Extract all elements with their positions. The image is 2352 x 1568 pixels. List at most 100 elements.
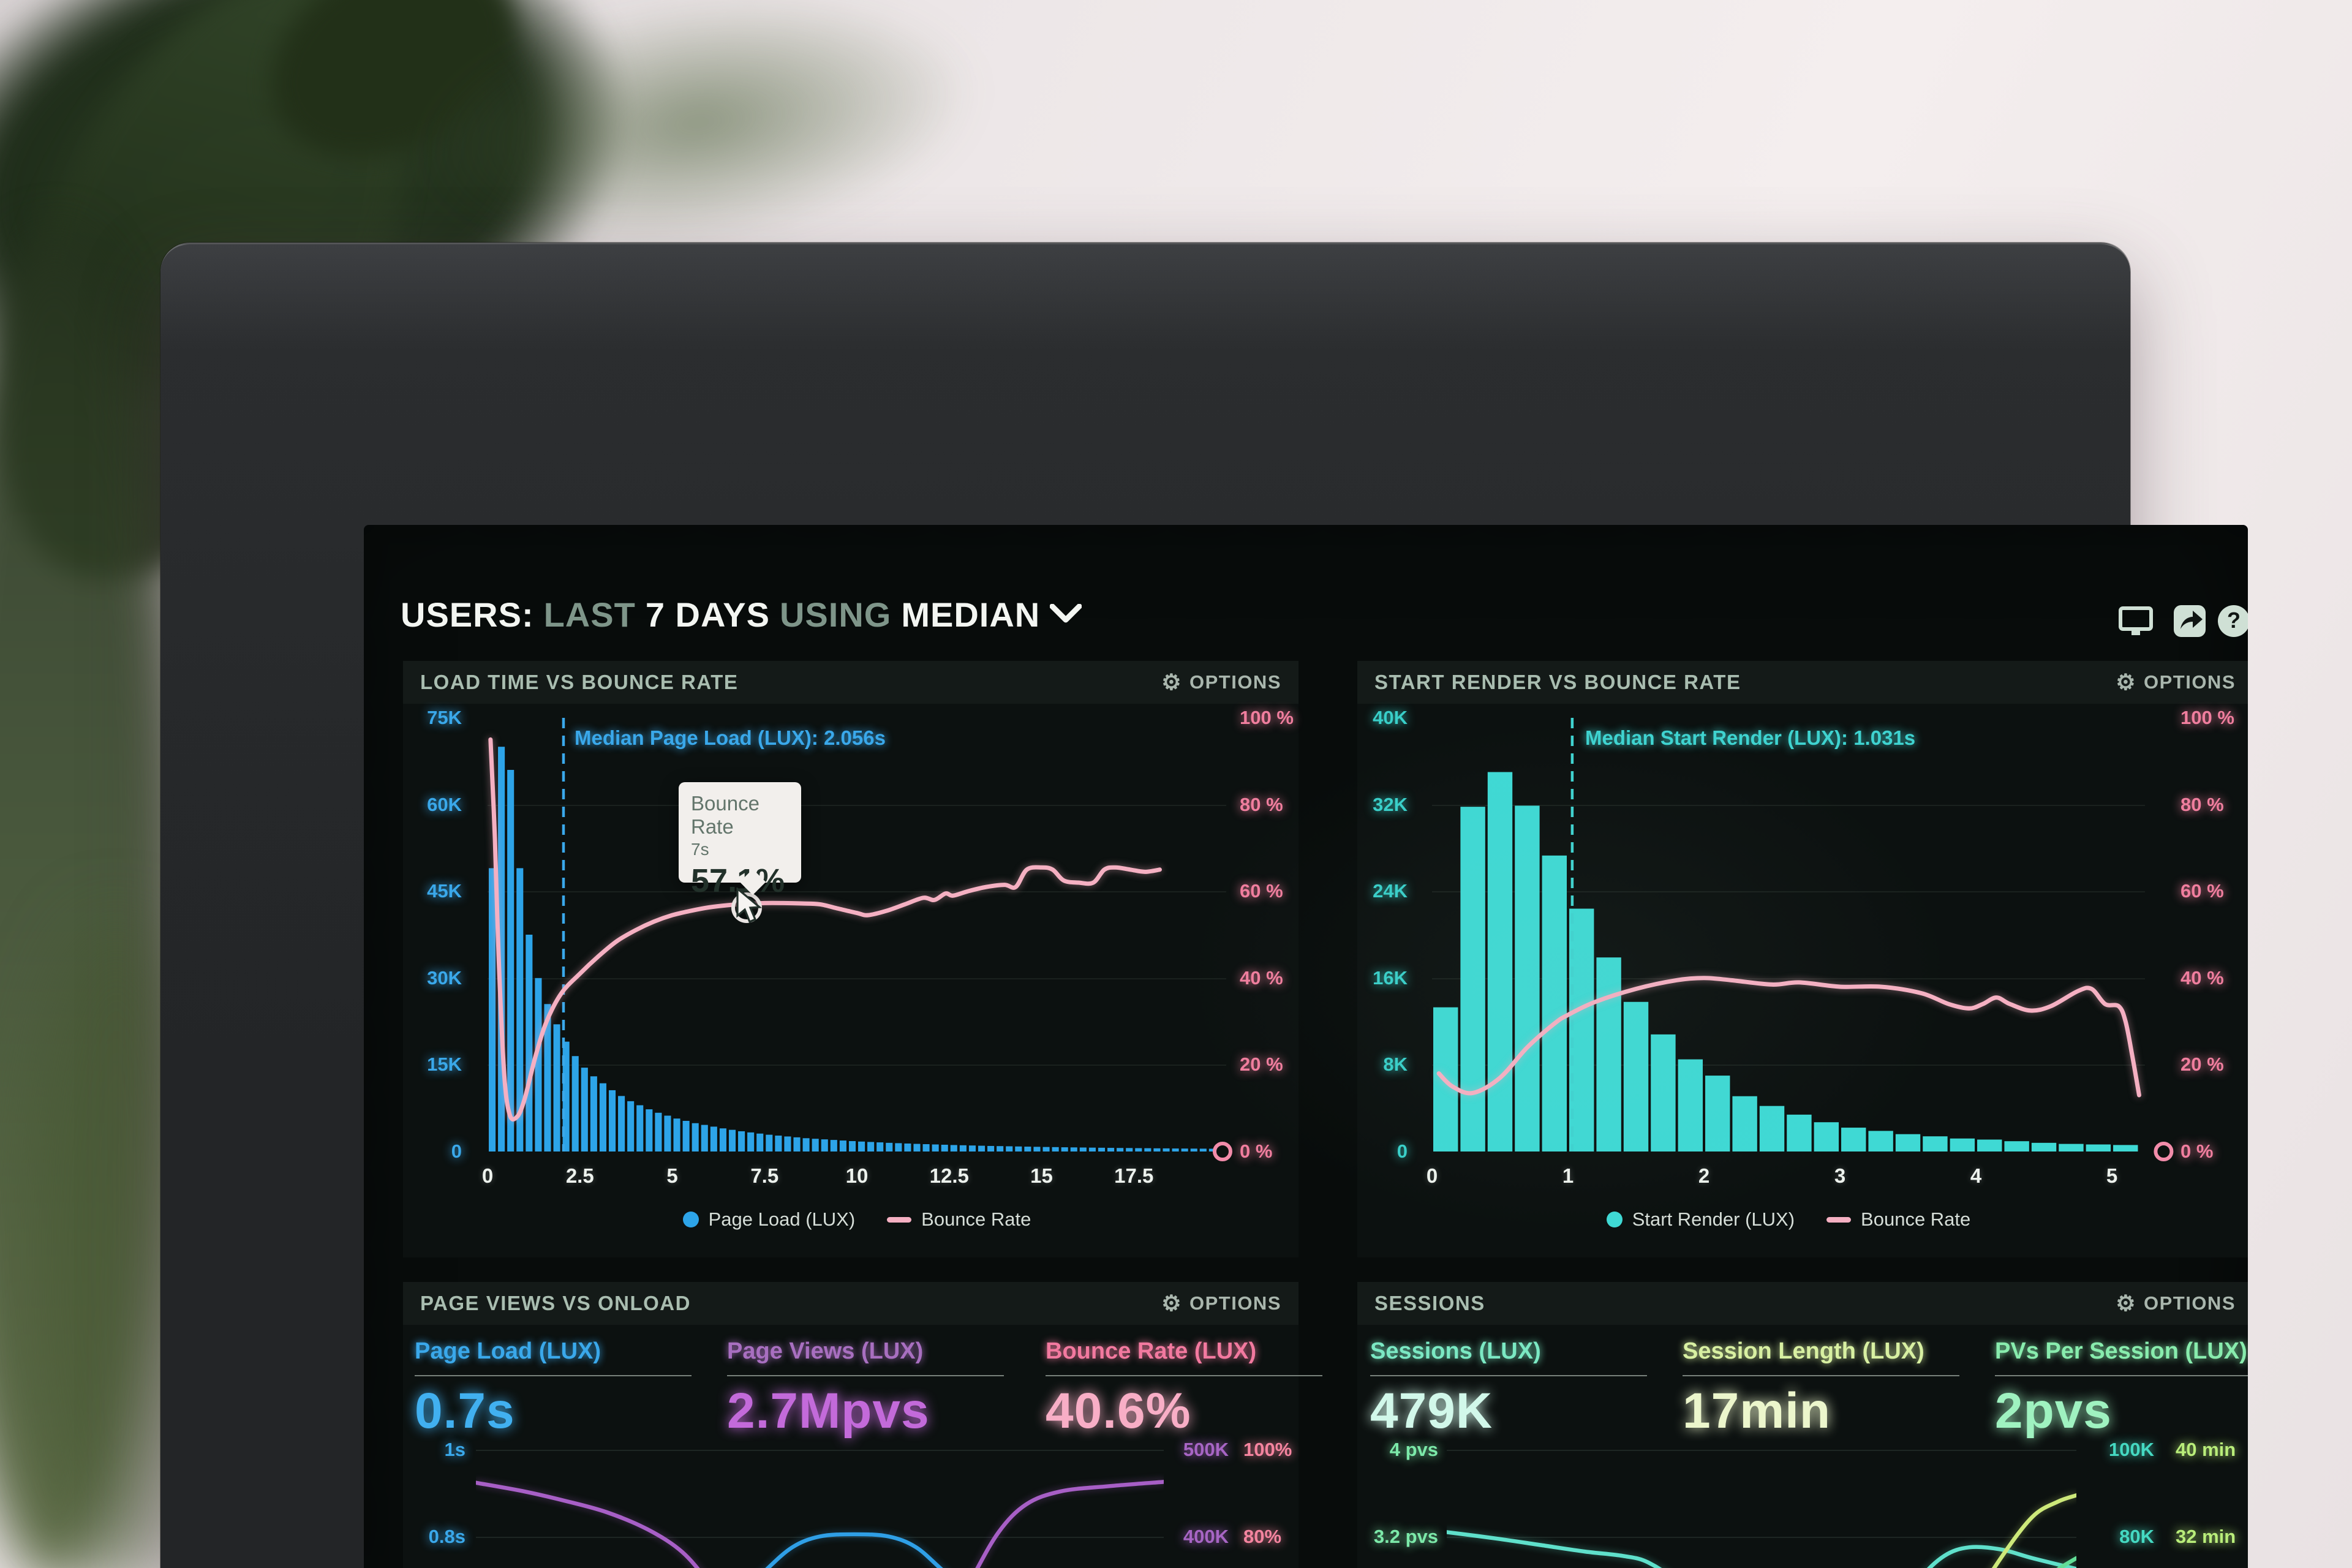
y-axis-label: 100 %: [2180, 707, 2234, 728]
metric-value: 479K: [1370, 1383, 1493, 1439]
y-axis-label: 40 %: [2180, 967, 2224, 989]
gridline: [1432, 804, 2145, 806]
pageviews_onload-chart-canvas[interactable]: [476, 1450, 1164, 1568]
chart-tooltip: Bounce Rate 7s 57.1%: [679, 782, 801, 899]
gear-icon: ⚙: [1161, 669, 1182, 695]
x-axis-label: 0: [481, 1164, 494, 1187]
gridline: [488, 891, 1226, 893]
tooltip-series: Bounce Rate: [691, 792, 760, 838]
metric-label: Page Views (LUX): [727, 1338, 924, 1364]
options-button[interactable]: ⚙ OPTIONS: [1161, 1291, 1281, 1316]
metric-rule: [1995, 1375, 2248, 1376]
svg-text:?: ?: [2227, 608, 2241, 633]
panel-header-sessions: SESSIONS ⚙ OPTIONS: [1357, 1282, 2248, 1325]
panel-title: SESSIONS: [1374, 1292, 1485, 1314]
title-last: LAST: [543, 595, 636, 634]
title-7days: 7 DAYS: [645, 595, 770, 634]
panel-title: START RENDER VS BOUNCE RATE: [1374, 671, 1741, 693]
gridline: [1432, 978, 2145, 979]
legend-label: Bounce Rate: [921, 1208, 1031, 1230]
gridline: [1432, 1065, 2145, 1066]
y-axis-label: 100 %: [1240, 707, 1294, 728]
sessions-chart-canvas[interactable]: [1447, 1450, 2076, 1568]
help-icon[interactable]: ?: [2216, 603, 2248, 639]
legend-item[interactable]: Page Load (LUX): [682, 1208, 855, 1231]
y-axis-label: 500K: [1183, 1439, 1229, 1460]
metric-rule: [1683, 1375, 1959, 1376]
gridline: [1432, 891, 2145, 893]
laptop: USERS: LAST 7 DAYS USING MEDIAN ?: [160, 243, 2248, 1568]
gridline: [488, 978, 1226, 979]
y-axis-label: 80K: [2119, 1525, 2154, 1547]
title-users: USERS:: [401, 595, 534, 634]
metric-label: Bounce Rate (LUX): [1046, 1338, 1257, 1364]
y-axis-label: 80%: [1243, 1525, 1282, 1547]
legend-dash-marker: [1826, 1216, 1852, 1223]
laptop-screen: USERS: LAST 7 DAYS USING MEDIAN ?: [364, 525, 2248, 1568]
y-axis-label: 16K: [1373, 967, 1408, 989]
gridline: [488, 804, 1226, 806]
y-axis-label: 40 min: [2176, 1439, 2236, 1460]
tooltip-x-value: 7s: [691, 840, 709, 859]
y-axis-label: 24K: [1373, 880, 1408, 902]
x-axis-label: 0: [1426, 1164, 1438, 1187]
y-axis-label: 100K: [2108, 1439, 2154, 1460]
plant-leaf: [402, 0, 995, 284]
panel-title: LOAD TIME VS BOUNCE RATE: [420, 671, 739, 693]
x-axis-label: 2: [1698, 1164, 1710, 1187]
metric-label: Session Length (LUX): [1683, 1338, 1924, 1364]
legend-item[interactable]: Bounce Rate: [887, 1208, 1031, 1231]
y-axis-label: 8K: [1383, 1054, 1408, 1076]
options-button[interactable]: ⚙ OPTIONS: [2116, 669, 2236, 695]
y-axis-label: 3.2 pvs: [1373, 1525, 1438, 1547]
y-axis-label: 4 pvs: [1389, 1439, 1438, 1460]
legend-dot-marker: [682, 1212, 699, 1227]
legend-dash-marker: [887, 1216, 912, 1223]
x-axis-label: 15: [1030, 1164, 1053, 1187]
display-icon[interactable]: [2118, 603, 2154, 639]
metric-label: Sessions (LUX): [1370, 1338, 1541, 1364]
y-axis-label: 0 %: [1240, 1140, 1273, 1162]
panel-title: PAGE VIEWS VS ONLOAD: [420, 1292, 691, 1314]
y-axis-label: 1s: [444, 1439, 466, 1460]
metric-value: 0.7s: [415, 1383, 515, 1439]
legend-item[interactable]: Start Render (LUX): [1606, 1208, 1795, 1231]
metric-rule: [415, 1375, 692, 1376]
y-axis-label: 30K: [427, 967, 462, 989]
start_render-chart-canvas[interactable]: [1432, 718, 2188, 1161]
users-period-dropdown[interactable]: USERS: LAST 7 DAYS USING MEDIAN: [401, 595, 1082, 634]
gridline: [1447, 1536, 2076, 1538]
y-axis-label: 100%: [1243, 1439, 1292, 1460]
legend-dot-marker: [1606, 1212, 1623, 1227]
y-axis-label: 0 %: [2180, 1140, 2214, 1162]
load_time-chart-canvas[interactable]: [488, 718, 1269, 1161]
chart-legend: Start Render (LUX) Bounce Rate: [1432, 1208, 2145, 1231]
y-axis-label: 15K: [427, 1054, 462, 1076]
y-axis-label: 0: [1396, 1140, 1408, 1162]
legend-item[interactable]: Bounce Rate: [1826, 1208, 1970, 1231]
metric-rule: [1046, 1375, 1322, 1376]
y-axis-label: 40 %: [1240, 967, 1283, 989]
options-button[interactable]: ⚙ OPTIONS: [2116, 1291, 2236, 1316]
y-axis-label: 45K: [427, 880, 462, 902]
median-annotation: Median Page Load (LUX): 2.056s: [575, 726, 886, 749]
x-axis-label: 1: [1562, 1164, 1574, 1187]
panel-body-sessions: [1357, 1325, 2248, 1568]
x-axis-label: 5: [666, 1164, 678, 1187]
y-axis-label: 32 min: [2176, 1525, 2236, 1547]
metric-value: 2.7Mpvs: [727, 1383, 930, 1439]
metric-value: 2pvs: [1995, 1383, 2112, 1439]
gear-icon: ⚙: [1161, 1291, 1182, 1316]
gear-icon: ⚙: [2116, 669, 2136, 695]
y-axis-label: 60 %: [2180, 880, 2224, 902]
panel-body-load-time: [403, 704, 1298, 1257]
x-axis-label: 7.5: [750, 1164, 779, 1187]
y-axis-label: 20 %: [2180, 1054, 2224, 1076]
share-icon[interactable]: [2172, 603, 2207, 639]
options-button[interactable]: ⚙ OPTIONS: [1161, 669, 1281, 695]
x-axis-label: 17.5: [1114, 1164, 1154, 1187]
plant-leaf: [0, 233, 184, 1568]
y-axis-label: 80 %: [2180, 793, 2224, 815]
metric-rule: [727, 1375, 1004, 1376]
